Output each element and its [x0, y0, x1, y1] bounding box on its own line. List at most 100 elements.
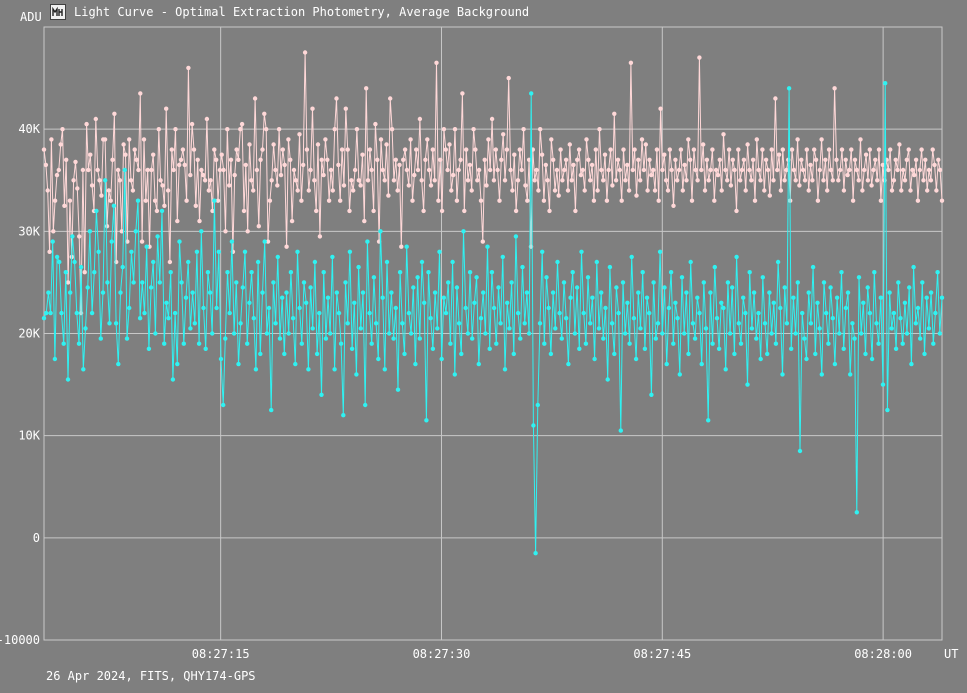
data-point-0: [656, 198, 661, 203]
y-axis-label: ADU: [20, 10, 42, 24]
data-point-1: [769, 331, 774, 336]
data-point-0: [149, 167, 154, 173]
series-line-0: [43, 52, 943, 314]
data-point-0: [239, 121, 245, 127]
data-point-0: [599, 167, 604, 173]
data-point-1: [448, 341, 453, 346]
data-point-1: [815, 300, 820, 305]
data-point-1: [653, 336, 658, 341]
data-point-0: [301, 162, 306, 168]
data-point-0: [284, 244, 289, 249]
data-point-0: [499, 157, 504, 162]
data-point-1: [629, 254, 634, 260]
data-point-0: [84, 121, 89, 127]
data-point-1: [190, 290, 195, 295]
data-point-0: [821, 178, 826, 183]
data-point-1: [782, 285, 787, 290]
data-point-1: [931, 341, 936, 346]
data-point-0: [326, 198, 332, 203]
data-point-1: [162, 341, 167, 346]
data-point-0: [254, 167, 260, 173]
data-point-1: [695, 295, 700, 300]
data-point-1: [352, 300, 357, 305]
data-point-1: [716, 346, 722, 351]
data-point-0: [608, 147, 613, 152]
data-point-1: [260, 290, 265, 295]
data-point-1: [708, 290, 713, 295]
data-point-0: [227, 183, 232, 188]
data-point-0: [830, 178, 835, 183]
data-point-0: [299, 198, 304, 203]
data-point-1: [63, 270, 68, 275]
data-point-0: [826, 147, 832, 152]
data-point-1: [236, 361, 241, 367]
data-point-1: [644, 295, 650, 300]
data-point-0: [806, 188, 811, 193]
data-point-1: [876, 341, 881, 346]
data-point-1: [631, 316, 637, 321]
data-point-0: [593, 147, 598, 152]
data-point-1: [129, 249, 134, 254]
data-point-1: [330, 254, 335, 260]
data-point-0: [889, 188, 895, 193]
data-point-0: [267, 198, 273, 203]
data-point-1: [852, 336, 857, 341]
data-point-1: [264, 331, 270, 336]
data-point-0: [643, 142, 648, 147]
data-point-0: [760, 147, 765, 152]
data-point-1: [489, 270, 495, 275]
data-point-1: [616, 310, 621, 316]
data-point-1: [478, 316, 484, 321]
data-point-0: [936, 157, 941, 162]
data-point-0: [858, 137, 863, 142]
data-point-1: [245, 341, 250, 346]
data-point-0: [408, 137, 413, 142]
data-point-1: [231, 331, 237, 336]
data-point-0: [51, 229, 56, 234]
data-point-1: [572, 331, 578, 336]
data-point-1: [817, 326, 822, 331]
data-point-1: [404, 244, 409, 249]
data-point-1: [159, 208, 165, 214]
data-point-1: [284, 290, 289, 295]
data-point-1: [649, 392, 654, 397]
data-point-1: [824, 310, 829, 316]
data-point-1: [310, 326, 315, 331]
data-point-0: [904, 157, 909, 162]
data-point-1: [640, 270, 645, 275]
data-point-1: [481, 290, 486, 295]
data-point-0: [912, 172, 917, 178]
data-point-0: [489, 116, 495, 122]
data-point-0: [815, 198, 821, 203]
data-point-1: [939, 295, 945, 300]
data-point-1: [839, 270, 844, 275]
data-point-1: [561, 280, 567, 285]
data-point-0: [743, 188, 748, 193]
data-point-1: [511, 351, 516, 357]
data-point-1: [673, 300, 678, 305]
data-point-0: [160, 183, 165, 188]
data-point-0: [545, 178, 550, 183]
data-point-0: [402, 147, 408, 152]
chart-title: Light Curve - Optimal Extraction Photome…: [74, 5, 530, 19]
data-point-1: [797, 448, 803, 454]
data-point-0: [621, 147, 626, 152]
data-point-0: [812, 147, 817, 152]
data-point-1: [500, 254, 505, 260]
data-point-0: [513, 208, 519, 214]
data-point-0: [913, 157, 919, 162]
data-point-1: [354, 372, 359, 377]
data-point-0: [619, 198, 624, 203]
data-point-1: [304, 300, 309, 305]
data-point-0: [315, 142, 321, 147]
data-point-1: [96, 249, 101, 254]
data-point-0: [495, 167, 500, 173]
data-point-1: [109, 239, 114, 244]
data-point-0: [502, 178, 508, 183]
data-point-1: [293, 361, 298, 367]
data-point-1: [564, 316, 569, 321]
data-point-0: [136, 167, 141, 173]
data-point-1: [542, 341, 547, 346]
data-point-0: [352, 167, 358, 173]
data-point-1: [765, 351, 770, 357]
